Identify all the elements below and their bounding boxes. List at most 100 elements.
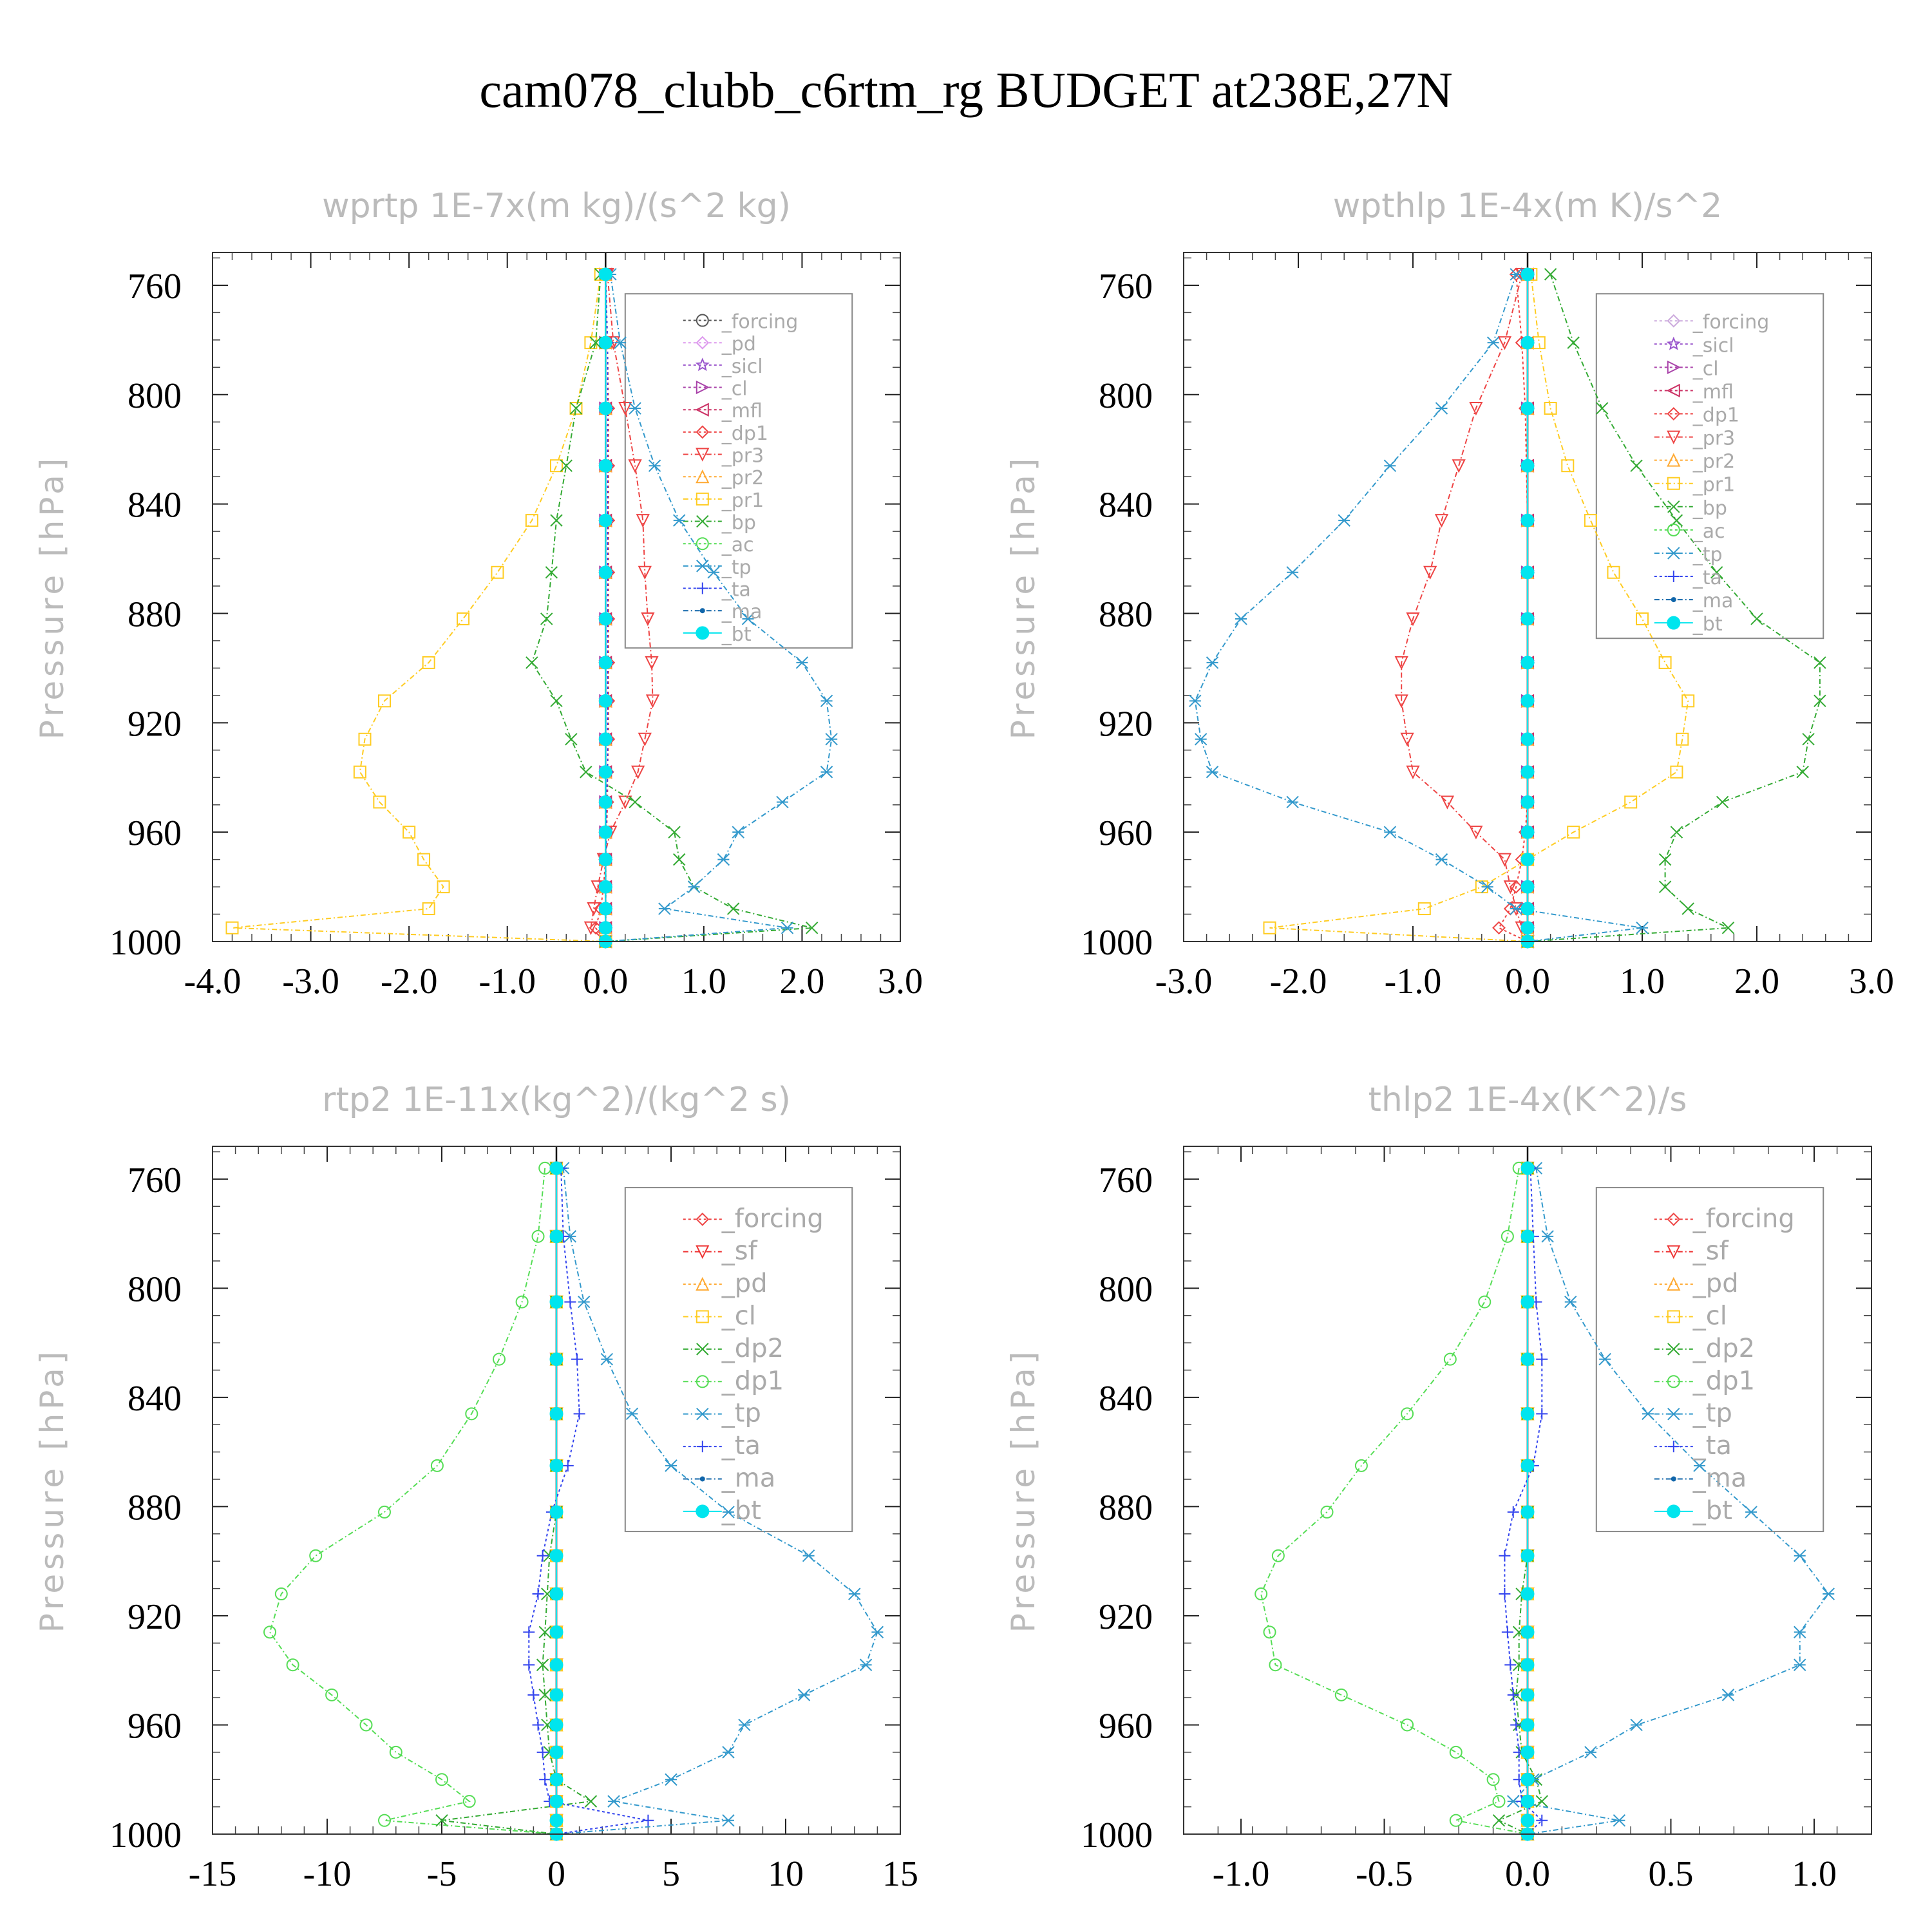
chart-panel-1: wprtp 1E-7x(m kg)/(s^2 kg) Pressure [hPa]… [33, 187, 923, 1001]
legend-marker [1671, 1476, 1676, 1482]
data-point [1449, 1814, 1463, 1827]
series-line [594, 274, 609, 942]
data-point [665, 1773, 677, 1786]
y-tick-label: 800 [1099, 1269, 1153, 1309]
data-point [1520, 921, 1535, 935]
data-point [1520, 1718, 1535, 1732]
legend-label: _pr2 [721, 467, 764, 489]
data-point [1520, 267, 1535, 281]
data-point [1507, 1506, 1519, 1518]
data-point [549, 1718, 564, 1732]
legend-marker [696, 1245, 710, 1259]
data-point [1520, 1625, 1535, 1639]
y-tick-label: 960 [128, 813, 182, 853]
data-point [598, 795, 612, 809]
data-point [1206, 766, 1219, 779]
data-point [1814, 694, 1826, 708]
data-point [1561, 459, 1575, 473]
data-point [1716, 795, 1729, 809]
data-point [1814, 656, 1826, 669]
series-line [1269, 274, 1689, 942]
data-point [1658, 853, 1672, 866]
legend-marker [1667, 1504, 1681, 1519]
data-point [1520, 825, 1535, 839]
data-point [629, 795, 641, 809]
y-tick-label: 960 [128, 1706, 182, 1746]
data-point [1520, 1549, 1535, 1563]
data-point [1630, 1718, 1643, 1732]
data-point [358, 732, 372, 746]
data-point [389, 1745, 402, 1759]
data-point [465, 1407, 478, 1421]
legend-box [624, 1187, 853, 1533]
data-point [859, 1658, 873, 1671]
data-point [871, 1625, 884, 1639]
data-point [1338, 514, 1350, 527]
legend-marker [1667, 360, 1681, 374]
series-line [531, 274, 812, 942]
chart-panel-2: wpthlp 1E-4x(m K)/s^2 Pressure [hPa] -3.0 -… [1005, 187, 1894, 1001]
data-point [598, 267, 612, 281]
y-tick-label: 840 [1099, 486, 1153, 526]
data-point [1607, 565, 1620, 579]
data-point [1598, 1352, 1611, 1366]
data-point [1510, 902, 1522, 915]
data-point [587, 902, 601, 916]
series-dp1 [1255, 1161, 1534, 1841]
data-point [1492, 1795, 1506, 1808]
legend-label: _cl [721, 378, 748, 401]
data-point [1481, 880, 1494, 893]
data-point [536, 1746, 549, 1758]
legend-label: _pr3 [721, 445, 764, 468]
series-line [605, 274, 833, 942]
data-point [1520, 1814, 1535, 1828]
data-point [526, 656, 538, 669]
legend-label: _pd [721, 333, 756, 355]
series-pr1 [225, 267, 612, 948]
data-point [722, 1814, 735, 1827]
series-pr1 [1263, 267, 1695, 948]
x-tick-label: 0 [547, 1854, 565, 1894]
y-axis-label: Pressure [hPa] [33, 455, 71, 740]
data-point [573, 1408, 585, 1420]
legend-marker [1667, 523, 1680, 536]
series-line [1401, 274, 1528, 942]
y-tick-label: 960 [1099, 1706, 1153, 1746]
data-point [1443, 1352, 1457, 1366]
data-point [1286, 566, 1299, 579]
legend-marker [696, 314, 709, 327]
series-line [1497, 1168, 1543, 1835]
legend-label: _dp1 [721, 1366, 784, 1396]
data-point [598, 825, 612, 839]
data-point [549, 1459, 564, 1473]
plot-frame [1183, 252, 1872, 942]
data-point [584, 1795, 598, 1808]
legend-marker [696, 560, 709, 573]
legend-marker [696, 380, 710, 395]
y-tick-label: 1000 [109, 923, 182, 963]
legend-label: _pr1 [721, 489, 764, 512]
legend-label: _sf [721, 1236, 758, 1266]
legend-label: _bt [1692, 1496, 1732, 1526]
data-point [1520, 1688, 1535, 1702]
data-point [286, 1658, 299, 1672]
data-point [707, 566, 720, 579]
data-point [1509, 267, 1523, 281]
legend-marker [1667, 571, 1680, 583]
y-tick-label: 960 [1099, 813, 1153, 853]
legend-label: _pr3 [1692, 428, 1735, 450]
data-point [732, 826, 744, 838]
data-point [565, 733, 578, 746]
y-tick-label: 920 [128, 1597, 182, 1637]
legend-marker [1667, 1441, 1680, 1453]
data-point [1394, 656, 1408, 670]
data-point [538, 1625, 551, 1639]
x-tick-label: -4.0 [184, 961, 242, 1001]
data-point [532, 1719, 544, 1731]
data-point [1504, 1659, 1517, 1671]
data-point [538, 1689, 551, 1701]
legend-label: _ma [721, 601, 762, 623]
series-line [1504, 1168, 1543, 1835]
legend-label: _ma [721, 1463, 775, 1493]
data-point [1721, 922, 1735, 934]
